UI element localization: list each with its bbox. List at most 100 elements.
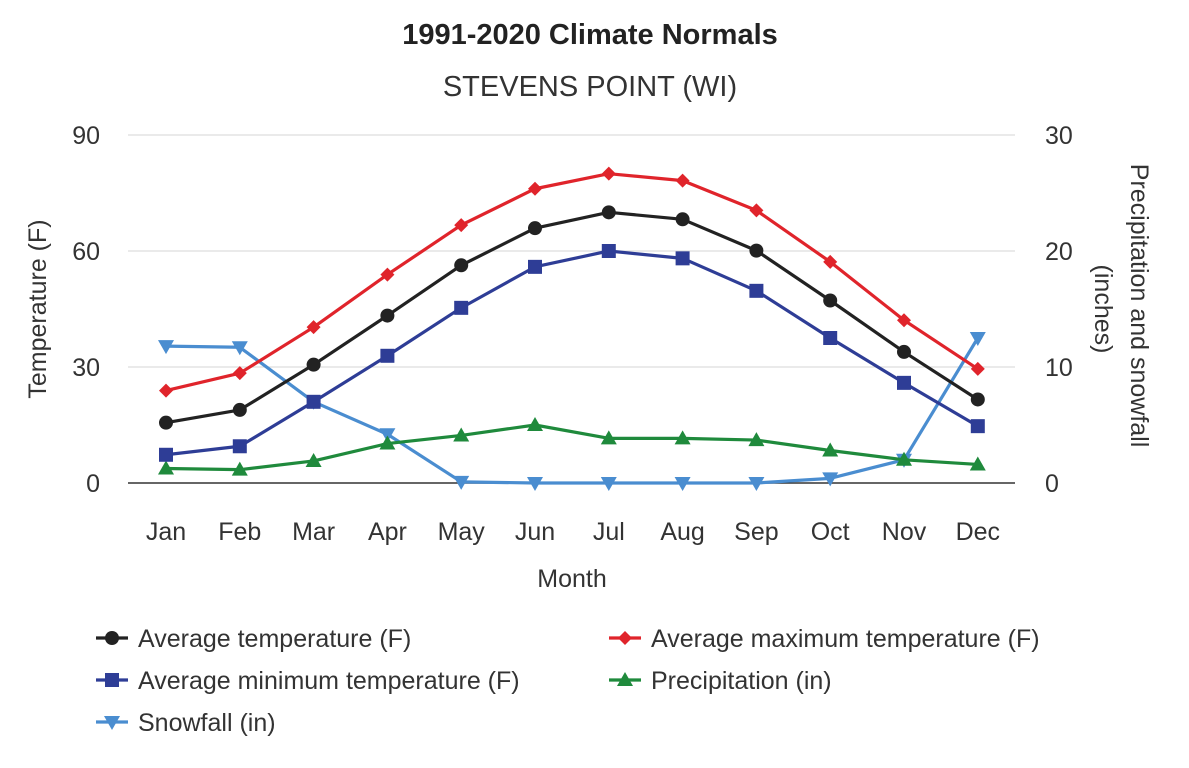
data-point bbox=[454, 258, 469, 273]
data-point bbox=[454, 218, 469, 233]
data-point bbox=[823, 254, 838, 269]
legend-item[interactable]: Average temperature (F) bbox=[96, 625, 411, 653]
legend-marker bbox=[104, 716, 120, 730]
data-point bbox=[453, 475, 470, 490]
y-tick-label: 0 bbox=[86, 470, 100, 498]
data-point bbox=[896, 451, 912, 466]
series-layer bbox=[158, 166, 986, 491]
series-1 bbox=[159, 166, 985, 398]
data-point bbox=[823, 331, 838, 345]
x-tick-label: Sep bbox=[734, 518, 778, 546]
data-point bbox=[380, 308, 395, 323]
series-2 bbox=[159, 244, 985, 462]
data-point bbox=[748, 432, 765, 447]
data-point bbox=[969, 456, 986, 471]
series-line bbox=[165, 172, 979, 393]
data-point bbox=[231, 461, 248, 476]
data-point bbox=[674, 477, 691, 491]
data-point bbox=[970, 419, 985, 434]
data-point bbox=[159, 447, 173, 462]
y2-axis-title-line2: (inches) bbox=[1089, 265, 1117, 354]
legend-label: Precipitation (in) bbox=[651, 667, 832, 695]
legend: Average temperature (F) Average maximum t… bbox=[96, 625, 1040, 737]
axis-ticks: 0 30 60 90 0 10 20 30 Jan Feb Mar Apr May Jun Jul Aug Se… bbox=[72, 122, 1073, 546]
data-point bbox=[601, 166, 616, 181]
data-point bbox=[601, 244, 616, 258]
data-point bbox=[379, 428, 396, 443]
legend-item[interactable]: Average minimum temperature (F) bbox=[96, 667, 520, 695]
legend-label: Average maximum temperature (F) bbox=[651, 625, 1040, 653]
data-point bbox=[600, 430, 617, 445]
data-point bbox=[379, 435, 396, 450]
series-line bbox=[165, 337, 980, 485]
x-tick-label: Jul bbox=[593, 518, 625, 546]
y2-tick-label: 20 bbox=[1045, 238, 1073, 266]
y2-tick-label: 10 bbox=[1045, 354, 1073, 382]
legend-marker bbox=[105, 631, 119, 645]
y2-axis-title: Precipitation and snowfall (inches) bbox=[1089, 164, 1153, 454]
data-point bbox=[970, 361, 985, 376]
legend-label: Average minimum temperature (F) bbox=[138, 667, 520, 695]
legend-marker bbox=[105, 673, 119, 687]
data-point bbox=[305, 452, 322, 467]
data-point bbox=[159, 415, 173, 430]
data-point bbox=[601, 205, 616, 220]
series-3 bbox=[158, 417, 986, 476]
data-point bbox=[453, 427, 470, 442]
y-axis-title: Temperature (F) bbox=[24, 219, 52, 398]
data-point bbox=[306, 394, 321, 409]
data-point bbox=[306, 320, 321, 335]
data-point bbox=[528, 181, 542, 196]
data-point bbox=[380, 348, 395, 363]
data-point bbox=[970, 392, 985, 407]
data-point bbox=[232, 366, 247, 381]
data-point bbox=[158, 340, 174, 355]
legend-item[interactable]: Precipitation (in) bbox=[609, 667, 832, 695]
data-point bbox=[897, 313, 911, 328]
legend-item[interactable]: Average maximum temperature (F) bbox=[609, 625, 1040, 653]
data-point bbox=[527, 417, 543, 431]
y-tick-label: 60 bbox=[72, 238, 100, 266]
data-point bbox=[675, 173, 690, 188]
series-0 bbox=[159, 205, 985, 430]
data-point bbox=[749, 243, 764, 258]
data-point bbox=[897, 375, 911, 390]
data-point bbox=[158, 460, 174, 475]
data-point bbox=[528, 221, 542, 236]
data-point bbox=[232, 439, 247, 454]
series-line bbox=[165, 423, 978, 472]
legend-label: Average temperature (F) bbox=[138, 625, 411, 653]
data-point bbox=[231, 341, 248, 356]
data-point bbox=[528, 259, 542, 274]
data-point bbox=[823, 293, 838, 308]
x-tick-label: Mar bbox=[292, 518, 335, 546]
data-point bbox=[749, 283, 764, 298]
y-tick-label: 90 bbox=[72, 122, 100, 150]
y2-axis-title-line1: Precipitation and snowfall bbox=[1125, 164, 1153, 448]
data-point bbox=[306, 357, 321, 372]
data-point bbox=[897, 344, 911, 359]
x-tick-label: Nov bbox=[882, 518, 927, 546]
data-point bbox=[822, 442, 839, 457]
data-point bbox=[380, 267, 395, 282]
data-point bbox=[822, 472, 839, 487]
data-point bbox=[232, 402, 247, 417]
legend-marker bbox=[617, 672, 633, 686]
legend-label: Snowfall (in) bbox=[138, 709, 276, 737]
x-tick-label: May bbox=[438, 518, 486, 546]
data-point bbox=[675, 212, 690, 227]
legend-marker bbox=[618, 631, 632, 645]
y2-tick-label: 30 bbox=[1045, 122, 1073, 150]
data-point bbox=[527, 477, 543, 491]
data-point bbox=[159, 383, 173, 398]
y2-tick-label: 0 bbox=[1045, 470, 1059, 498]
data-point bbox=[748, 477, 765, 491]
legend-item[interactable]: Snowfall (in) bbox=[96, 709, 276, 737]
data-point bbox=[454, 300, 469, 315]
x-tick-label: Apr bbox=[368, 518, 407, 546]
x-tick-label: Dec bbox=[956, 518, 1000, 546]
x-tick-label: Jan bbox=[146, 518, 186, 546]
y-tick-label: 30 bbox=[72, 354, 100, 382]
data-point bbox=[969, 332, 986, 346]
data-point bbox=[749, 203, 764, 218]
